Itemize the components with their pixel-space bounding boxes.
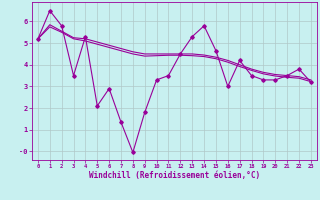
X-axis label: Windchill (Refroidissement éolien,°C): Windchill (Refroidissement éolien,°C) <box>89 171 260 180</box>
